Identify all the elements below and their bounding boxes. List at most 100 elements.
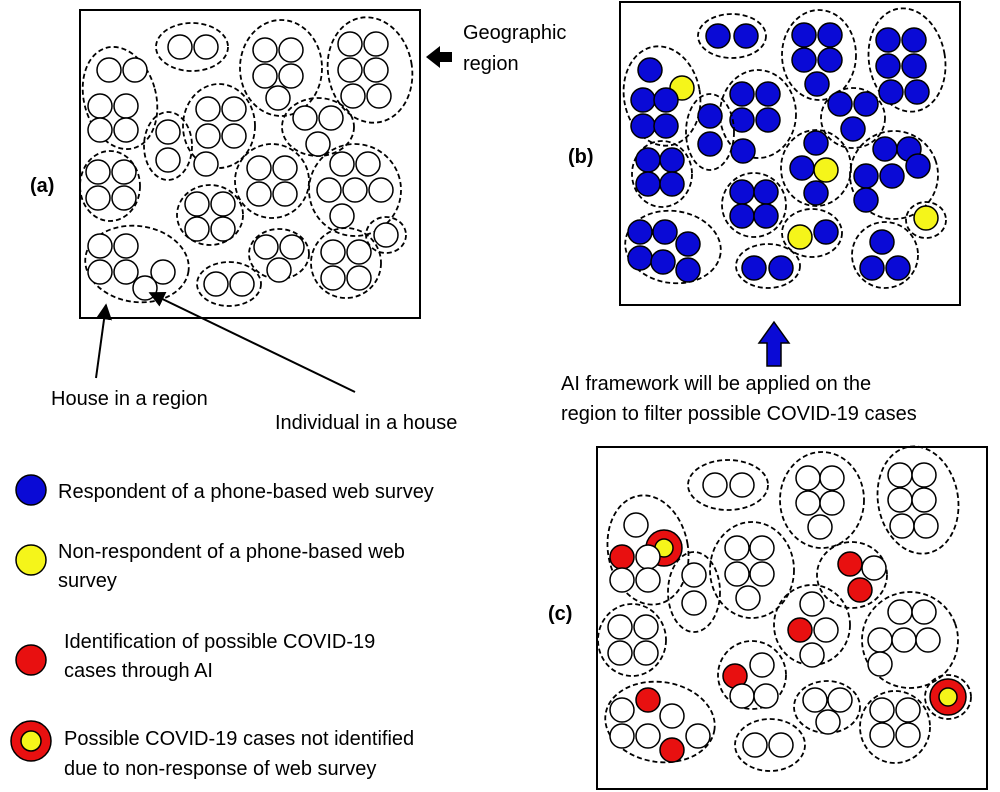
legend-missed-swatch-inner bbox=[20, 730, 42, 752]
individual-circle bbox=[337, 31, 363, 57]
individual-in-house-text: Individual in a house bbox=[275, 412, 457, 434]
house-outline bbox=[924, 674, 972, 720]
individual-circle bbox=[795, 490, 821, 516]
house-outline bbox=[793, 680, 861, 734]
individual-circle bbox=[653, 87, 679, 113]
panel-c-label: (c) bbox=[548, 603, 572, 625]
individual-circle bbox=[167, 34, 193, 60]
individual-circle bbox=[913, 513, 939, 539]
individual-circle bbox=[681, 562, 707, 588]
house-outline bbox=[84, 224, 190, 304]
individual-circle bbox=[867, 651, 893, 677]
individual-circle bbox=[155, 147, 181, 173]
individual-circle bbox=[819, 490, 845, 516]
individual-circle bbox=[659, 703, 685, 729]
individual-circle bbox=[861, 555, 887, 581]
individual-circle bbox=[869, 722, 895, 748]
individual-circle bbox=[637, 57, 663, 83]
individual-circle bbox=[749, 535, 775, 561]
individual-circle bbox=[807, 514, 833, 540]
individual-circle bbox=[749, 652, 775, 678]
legend-identified-line2: cases through AI bbox=[64, 660, 213, 682]
individual-circle bbox=[627, 219, 653, 245]
panel-b-label: (b) bbox=[568, 146, 594, 168]
individual-circle bbox=[111, 159, 137, 185]
individual-circle bbox=[87, 93, 113, 119]
individual-circle bbox=[316, 177, 342, 203]
individual-circle bbox=[827, 91, 853, 117]
ai-framework-line1: AI framework will be applied on the bbox=[561, 373, 871, 395]
individual-circle bbox=[887, 462, 913, 488]
legend-missed-line2: due to non-response of web survey bbox=[64, 758, 376, 780]
individual-circle bbox=[804, 71, 830, 97]
legend-identified-line1: Identification of possible COVID-19 bbox=[64, 631, 375, 653]
individual-circle bbox=[635, 544, 661, 570]
individual-circle bbox=[904, 79, 930, 105]
individual-circle bbox=[659, 171, 685, 197]
geographic-region-line2: region bbox=[463, 53, 519, 75]
house-outline bbox=[631, 140, 693, 208]
individual-circle bbox=[346, 239, 372, 265]
individual-circle bbox=[221, 123, 247, 149]
house-outline bbox=[143, 111, 193, 181]
individual-circle bbox=[675, 257, 701, 283]
individual-circle bbox=[272, 181, 298, 207]
individual-circle bbox=[878, 79, 904, 105]
individual-circle bbox=[755, 81, 781, 107]
individual-circle bbox=[630, 113, 656, 139]
house-outline bbox=[239, 19, 323, 117]
individual-circle bbox=[85, 185, 111, 211]
house-outline bbox=[597, 603, 667, 677]
individual-circle bbox=[607, 614, 633, 640]
legend-respondent-swatch bbox=[15, 474, 47, 506]
individual-circle bbox=[729, 472, 755, 498]
individual-circle bbox=[659, 147, 685, 173]
house-outline bbox=[624, 209, 722, 285]
individual-circle bbox=[753, 203, 779, 229]
legend-identified-swatch bbox=[15, 644, 47, 676]
individual-circle bbox=[755, 107, 781, 133]
individual-circle bbox=[252, 37, 278, 63]
individual-circle bbox=[246, 155, 272, 181]
individual-circle bbox=[373, 222, 399, 248]
individual-circle bbox=[87, 233, 113, 259]
house-outline bbox=[734, 718, 806, 772]
individual-circle bbox=[329, 151, 355, 177]
individual-circle bbox=[113, 233, 139, 259]
house-outline bbox=[851, 221, 919, 289]
individual-circle bbox=[889, 513, 915, 539]
individual-circle bbox=[329, 203, 355, 229]
individual-circle bbox=[607, 640, 633, 666]
individual-circle bbox=[813, 157, 839, 183]
region-a-frame bbox=[79, 9, 421, 319]
individual-circle bbox=[252, 63, 278, 89]
individual-circle bbox=[911, 462, 937, 488]
individual-circle bbox=[355, 151, 381, 177]
individual-circle bbox=[266, 257, 292, 283]
house-outline bbox=[234, 143, 310, 219]
individual-circle bbox=[799, 591, 825, 617]
individual-circle bbox=[815, 709, 841, 735]
individual-circle bbox=[675, 231, 701, 257]
individual-circle bbox=[768, 732, 794, 758]
individual-circle bbox=[735, 585, 761, 611]
individual-circle bbox=[724, 535, 750, 561]
individual-circle bbox=[278, 37, 304, 63]
individual-circle bbox=[96, 57, 122, 83]
individual-circle bbox=[113, 259, 139, 285]
individual-circle bbox=[221, 96, 247, 122]
individual-circle bbox=[837, 551, 863, 577]
individual-circle bbox=[913, 205, 939, 231]
individual-circle bbox=[150, 259, 176, 285]
individual-circle bbox=[753, 179, 779, 205]
individual-circle bbox=[915, 627, 941, 653]
individual-circle bbox=[635, 171, 661, 197]
individual-circle bbox=[729, 683, 755, 709]
individual-circle bbox=[272, 155, 298, 181]
individual-circle bbox=[635, 567, 661, 593]
individual-circle bbox=[122, 57, 148, 83]
individual-circle bbox=[729, 179, 755, 205]
individual-circle bbox=[246, 181, 272, 207]
individual-circle bbox=[346, 265, 372, 291]
individual-circle bbox=[787, 224, 813, 250]
